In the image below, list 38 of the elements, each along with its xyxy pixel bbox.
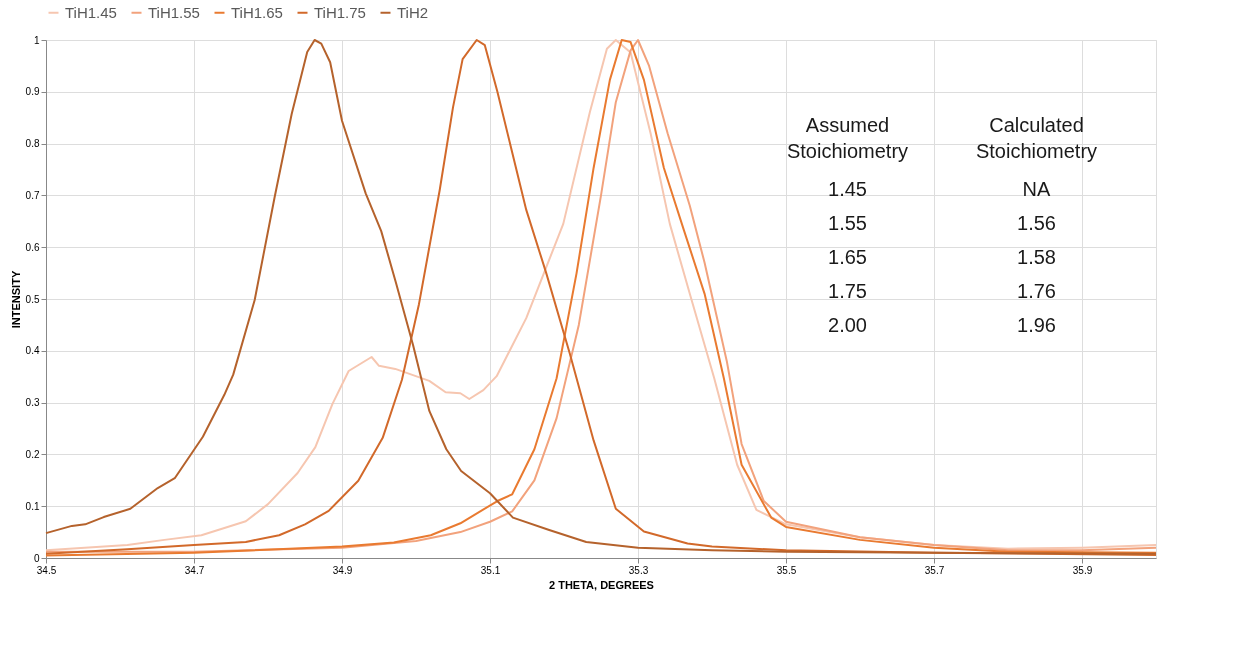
- annotation: 1.56: [1017, 212, 1056, 234]
- y-tick-label: 0.8: [25, 138, 40, 150]
- x-tick-label: 34.7: [184, 564, 205, 576]
- annotation: NA: [1022, 178, 1052, 200]
- y-tick-label: 0: [33, 552, 40, 564]
- annotation: Assumed Stoichiometry: [786, 113, 909, 162]
- y-tick-label: 0.5: [25, 293, 40, 305]
- x-tick-label: 35.5: [776, 564, 797, 576]
- x-tick-label: 35.1: [480, 564, 501, 576]
- y-tick-label: 0.9: [25, 86, 40, 98]
- y-tick-label: 1: [33, 34, 40, 46]
- y-tick-label: 0.7: [25, 189, 40, 201]
- y-tick-label: 0.6: [25, 241, 40, 253]
- x-tick-label: 34.9: [332, 564, 353, 576]
- annotation: 1.45: [828, 178, 867, 200]
- annotation: 1.58: [1017, 246, 1056, 268]
- y-tick-label: 0.4: [25, 345, 40, 357]
- x-tick-label: 35.3: [628, 564, 649, 576]
- legend-label: TiH1.75: [314, 3, 366, 21]
- annotation: 1.76: [1017, 280, 1056, 302]
- legend-label: TiH2: [397, 3, 429, 21]
- legend-label: TiH1.55: [148, 3, 200, 21]
- legend-label: TiH1.45: [65, 3, 117, 21]
- x-tick-label: 34.5: [36, 564, 57, 576]
- y-tick-label: 0.2: [25, 448, 40, 460]
- annotation: 2.00: [828, 314, 867, 336]
- y-tick-label: 0.3: [25, 397, 40, 409]
- annotation: 1.75: [828, 280, 867, 302]
- y-axis-title: INTENSITY: [9, 270, 22, 329]
- annotation: 1.55: [828, 212, 867, 234]
- x-tick-label: 35.7: [924, 564, 945, 576]
- y-tick-label: 0.1: [25, 500, 40, 512]
- annotation: 1.96: [1017, 314, 1056, 336]
- x-tick-label: 35.9: [1072, 564, 1093, 576]
- legend-label: TiH1.65: [231, 3, 283, 21]
- x-axis-title: 2 THETA, DEGREES: [549, 578, 654, 591]
- annotation: Calculated Stoichiometry: [975, 113, 1098, 162]
- annotation: 1.65: [828, 246, 867, 268]
